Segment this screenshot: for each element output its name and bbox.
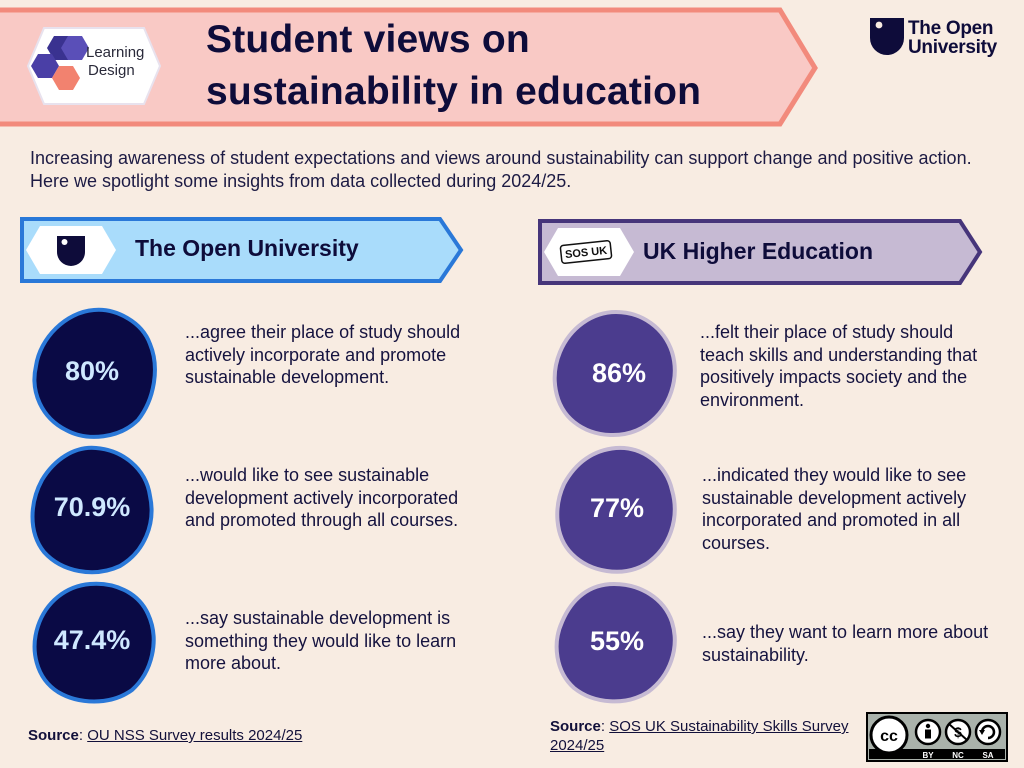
- uk-source-label: Source: [550, 718, 601, 735]
- ou-source-label: Source: [28, 727, 79, 744]
- uk-section-title: UK Higher Education: [643, 238, 874, 264]
- ou-stat-value-1: 80%: [64, 356, 120, 386]
- uk-stat-text-2: ...indicated they would like to see sust…: [702, 465, 967, 553]
- ou-source: Source: OU NSS Survey results 2024/25: [28, 727, 303, 744]
- ou-stat-blob-2: [30, 445, 154, 575]
- ou-section-header: [20, 217, 464, 283]
- by-label: BY: [922, 751, 934, 760]
- logo-line-2: University: [908, 37, 997, 58]
- uk-section-header: SOS UK: [538, 219, 983, 285]
- nc-label: NC: [952, 751, 964, 760]
- badge-line-2: Design: [88, 62, 135, 79]
- uk-stat-text-3: ...say they want to learn more about sus…: [702, 622, 989, 665]
- ou-stat-text-1: ...agree their place of study should act…: [185, 322, 461, 387]
- sos-uk-badge-icon: SOS UK: [559, 239, 613, 265]
- sa-sharealike-icon: [974, 718, 1002, 746]
- sos-uk-badge-text: SOS UK: [564, 245, 607, 261]
- nc-noncommercial-icon: $: [944, 718, 972, 746]
- ou-stat-text-3: ...say sustainable development is someth…: [185, 608, 457, 673]
- logo-line-1: The Open: [908, 18, 994, 39]
- badge-line-1: Learning: [86, 44, 145, 61]
- ou-source-link[interactable]: OU NSS Survey results 2024/25: [87, 727, 303, 744]
- cc-license-badge[interactable]: cc $ BY NC SA: [866, 712, 1008, 762]
- uk-stat-text-1: ...felt their place of study should teac…: [700, 322, 978, 410]
- title-line-2: sustainability in education: [206, 70, 702, 113]
- uk-stat-blob-1: [552, 309, 677, 437]
- ou-section-title: The Open University: [135, 235, 359, 261]
- uk-source-link[interactable]: SOS UK Sustainability Skills Survey 2024…: [550, 718, 849, 754]
- learning-design-badge: [26, 27, 162, 105]
- open-university-shield-icon: [870, 18, 904, 55]
- ou-stat-blob-3: [32, 581, 156, 704]
- header-banner: [0, 7, 818, 127]
- uk-stat-blob-3: [554, 581, 677, 704]
- by-attribution-icon: [914, 718, 942, 746]
- cc-icon-text: cc: [880, 728, 898, 745]
- ou-stat-blob-1: [32, 307, 157, 439]
- ou-stat-value-3: 47.4%: [53, 625, 131, 655]
- sa-label: SA: [982, 751, 993, 760]
- uk-stat-blob-2: [555, 445, 677, 574]
- uk-stat-value-1: 86%: [591, 358, 647, 388]
- page-title: Student views on sustainability in educa…: [206, 14, 701, 118]
- uk-source: Source: SOS UK Sustainability Skills Sur…: [550, 718, 849, 754]
- open-university-logo: The Open University: [908, 19, 997, 57]
- ou-stat-value-2: 70.9%: [53, 492, 131, 522]
- uk-stat-value-3: 55%: [589, 626, 645, 656]
- uk-stat-value-2: 77%: [589, 493, 645, 523]
- ou-stat-text-2: ...would like to see sustainable develop…: [185, 465, 459, 530]
- learning-design-logo-icon: [31, 36, 89, 90]
- cc-icon: cc: [869, 715, 909, 755]
- learning-design-label: Learning Design: [86, 44, 144, 80]
- title-line-1: Student views on: [206, 18, 530, 61]
- intro-text: Increasing awareness of student expectat…: [30, 148, 972, 191]
- ou-shield-icon: [57, 236, 85, 266]
